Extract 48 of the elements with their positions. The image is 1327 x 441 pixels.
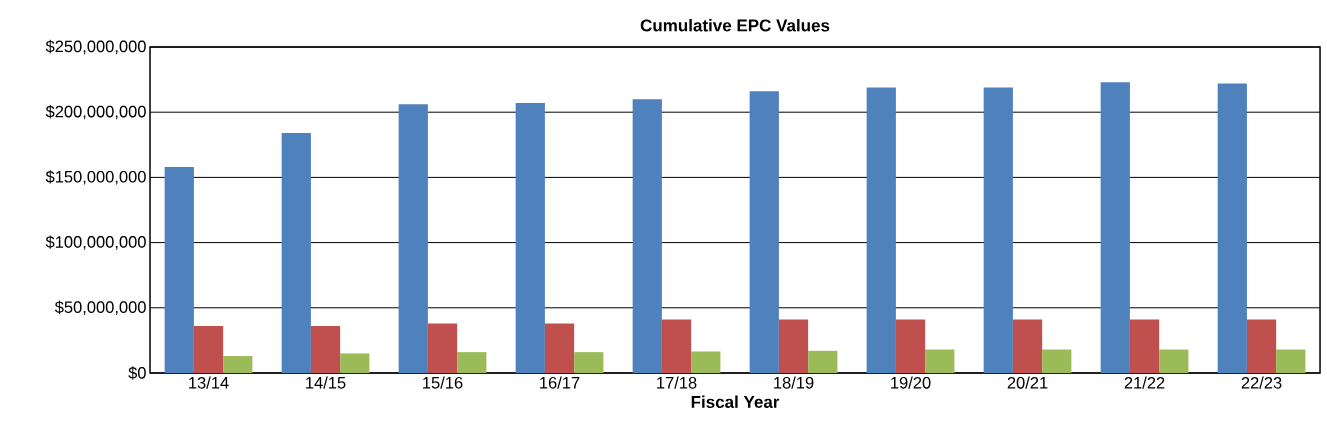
bar [281, 133, 311, 373]
bar [983, 87, 1013, 373]
bar [632, 99, 662, 373]
x-tick-label: 20/21 [1007, 376, 1048, 389]
bar [310, 326, 341, 373]
x-tick-label: 14/15 [306, 376, 346, 389]
bar [778, 319, 809, 373]
bar [1276, 349, 1306, 373]
bar [1012, 319, 1043, 373]
bar [749, 91, 779, 373]
bar [1217, 83, 1247, 373]
y-tick-label: $200,000,000 [45, 105, 146, 120]
x-tick-label: 21/22 [1124, 376, 1165, 389]
bar [1100, 82, 1130, 373]
x-tick-label: 22/23 [1241, 376, 1282, 389]
x-axis-title: Fiscal Year [691, 395, 780, 408]
bar [164, 166, 194, 373]
bar [866, 87, 896, 373]
x-tick-label: 17/18 [657, 376, 697, 389]
bar [340, 353, 370, 373]
bar [515, 103, 545, 373]
bar [808, 350, 838, 373]
y-tick-label: $150,000,000 [45, 170, 146, 185]
bar [1159, 349, 1189, 373]
y-tick-label: $100,000,000 [45, 235, 146, 250]
bar [925, 349, 955, 373]
y-tick-label: $0 [128, 366, 146, 380]
chart-title: Cumulative EPC Values [640, 18, 830, 32]
x-tick-label: 19/20 [891, 376, 931, 389]
x-tick-label: 13/14 [189, 376, 229, 389]
bar [193, 326, 224, 373]
bar [1129, 319, 1160, 373]
bar [398, 104, 428, 373]
bar [1246, 319, 1277, 373]
x-tick-label: 15/16 [423, 376, 463, 389]
bar [661, 319, 692, 373]
bar [895, 319, 926, 373]
bar [1042, 349, 1072, 373]
y-tick-label: $50,000,000 [54, 300, 146, 315]
bar [427, 323, 458, 373]
bar [457, 352, 487, 373]
bar [544, 323, 575, 373]
bar [574, 352, 604, 373]
bar [691, 351, 721, 373]
y-tick-label: $250,000,000 [45, 39, 146, 55]
x-tick-label: 16/17 [540, 376, 580, 389]
x-tick-label: 18/19 [774, 376, 814, 389]
bar [223, 356, 253, 373]
